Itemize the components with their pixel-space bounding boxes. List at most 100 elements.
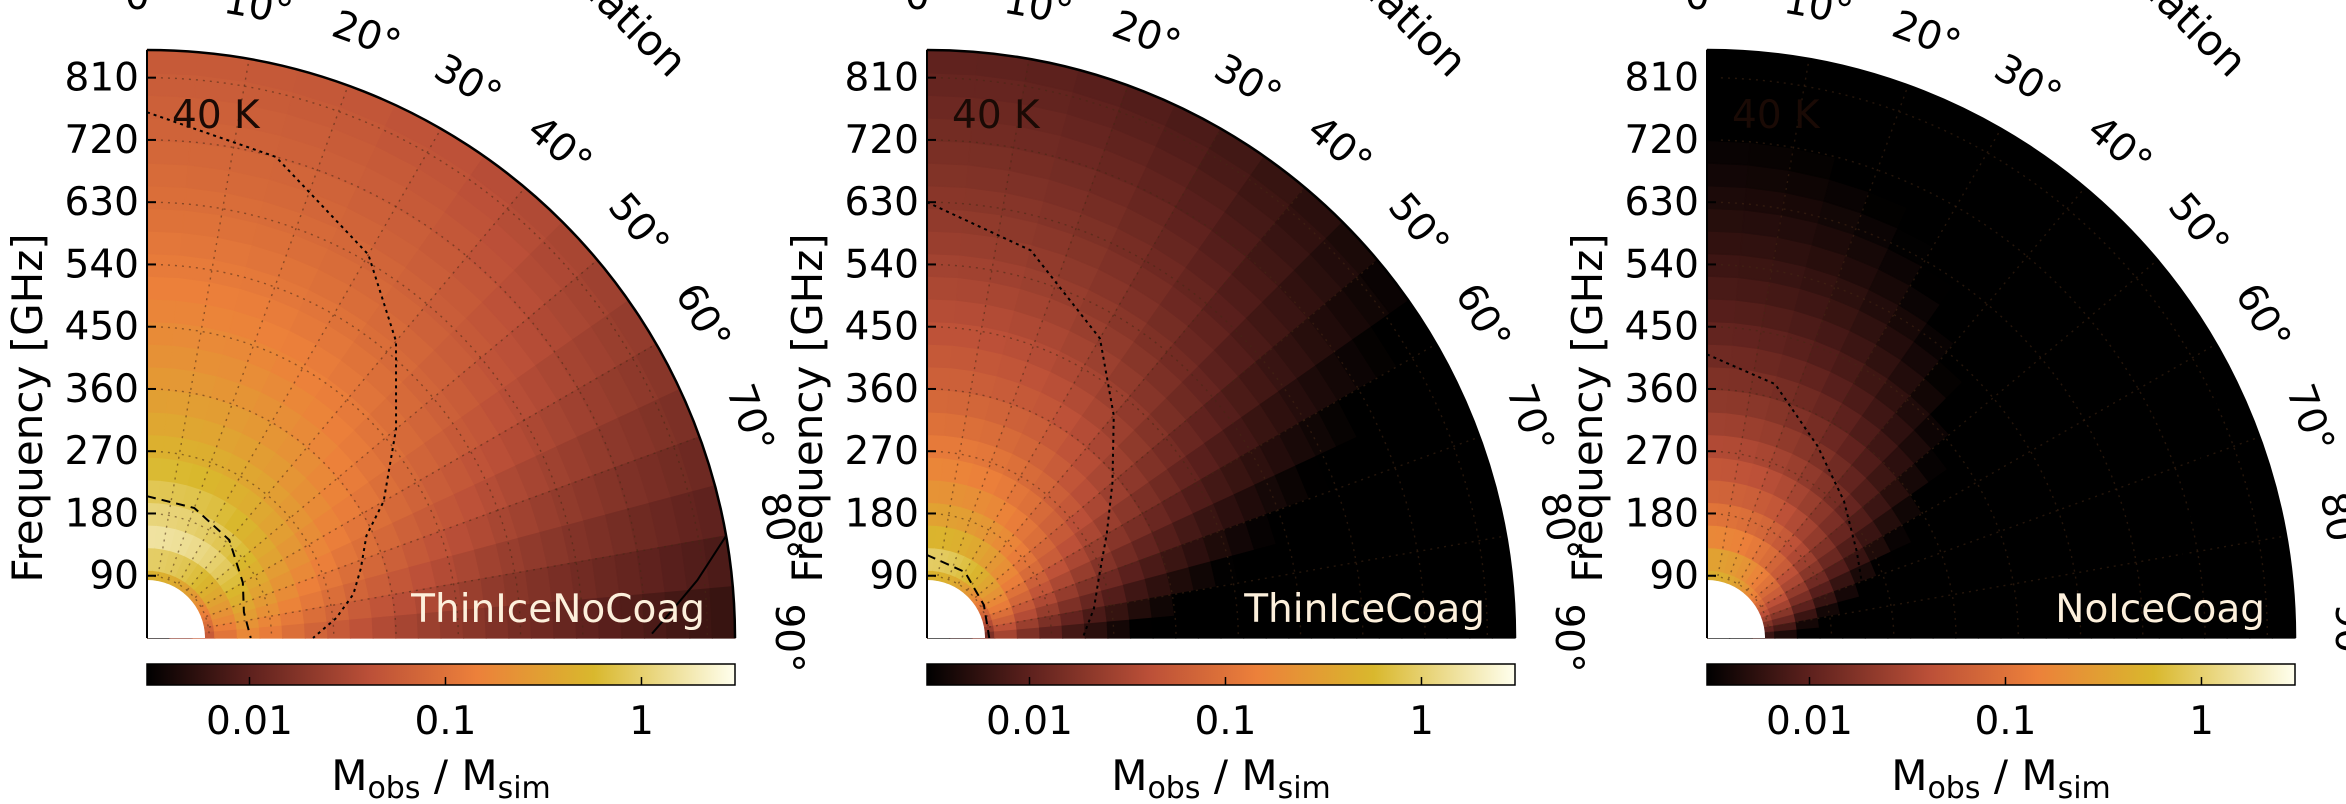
radial-tick-label: 180 xyxy=(1625,491,1699,536)
radial-tick-label: 720 xyxy=(1625,118,1699,163)
angular-tick-label: 30° xyxy=(1207,46,1289,120)
colorbar-label: Mobs / Msim xyxy=(1111,751,1331,804)
radial-tick-label: 360 xyxy=(1625,367,1699,412)
colorbar-label: Mobs / Msim xyxy=(1891,751,2111,804)
angular-tick-label: 20° xyxy=(326,2,406,68)
angular-tick-label: 90° xyxy=(1546,603,1591,672)
panel-label: ThinIceCoag xyxy=(1243,587,1485,632)
panel-1: 90 180 270 360 450 540 630 720 810 Frequency [GHz… xyxy=(3,0,811,804)
origin-hole xyxy=(147,580,205,638)
angular-tick-label: 0° xyxy=(905,0,949,19)
panel-3: 90 180 270 360 450 540 630 720 810 Frequency [GHz… xyxy=(1563,0,2346,804)
radial-tick-label: 810 xyxy=(845,56,919,101)
angular-tick-label: 40° xyxy=(1299,107,1381,186)
radial-axis-label: Frequency [GHz] xyxy=(783,233,832,582)
colorbar: 0.01 0.1 1 Mobs / Msim xyxy=(146,663,736,804)
angular-tick-label: 70° xyxy=(2277,378,2343,458)
colorbar-tick-label: 0.01 xyxy=(1766,699,1853,744)
contours xyxy=(146,111,727,639)
radial-tick-label: 540 xyxy=(845,242,919,287)
radial-tick-label: 540 xyxy=(1625,242,1699,287)
angular-tick-label: 40° xyxy=(519,107,601,186)
angular-tick-label: 60° xyxy=(2226,276,2300,358)
colorbar-tick-label: 0.01 xyxy=(986,699,1073,744)
colorbar: 0.01 0.1 1 Mobs / Msim xyxy=(1706,663,2296,804)
radial-tick-label: 810 xyxy=(65,56,139,101)
radial-ticks: 90 180 270 360 450 540 630 720 810 xyxy=(1625,56,1716,599)
contour-0.1 xyxy=(926,201,1115,639)
colorbar-tick-label: 1 xyxy=(1409,699,1434,744)
colorbar-tick-label: 0.1 xyxy=(414,699,476,744)
colorbar-tick-label: 1 xyxy=(2189,699,2214,744)
angular-tick-label: 30° xyxy=(427,46,509,120)
angular-tick-label: 90° xyxy=(766,603,811,672)
radial-tick-label: 360 xyxy=(65,367,139,412)
outer-arc xyxy=(926,48,1517,639)
angular-tick-label: 80° xyxy=(2311,489,2346,565)
radial-tick-label: 540 xyxy=(65,242,139,287)
radial-tick-label: 270 xyxy=(845,429,919,474)
heatmap xyxy=(926,49,1516,639)
angular-tick-label: 30° xyxy=(1987,46,2069,120)
radial-tick-label: 720 xyxy=(65,118,139,163)
radial-tick-label: 270 xyxy=(1625,429,1699,474)
outer-arc xyxy=(1706,48,2297,639)
origin-hole xyxy=(1707,580,1765,638)
contour-0.1 xyxy=(1706,353,1866,639)
radial-tick-label: 180 xyxy=(845,491,919,536)
radial-tick-label: 180 xyxy=(65,491,139,536)
panel-label: NoIceCoag xyxy=(2055,587,2265,632)
angular-tick-label: 70° xyxy=(717,378,783,458)
radial-tick-label: 450 xyxy=(845,305,919,350)
panel-2: 90 180 270 360 450 540 630 720 810 Frequency [GHz… xyxy=(783,0,1591,804)
heatmap xyxy=(1706,49,2296,639)
radial-tick-label: 90 xyxy=(1649,554,1699,599)
radial-tick-label: 630 xyxy=(845,180,919,225)
angular-tick-label: 0° xyxy=(1685,0,1729,19)
angular-tick-label: 0° xyxy=(125,0,169,19)
colorbar-tick-label: 0.1 xyxy=(1974,699,2036,744)
radial-tick-label: 720 xyxy=(845,118,919,163)
colorbar-label: Mobs / Msim xyxy=(331,751,551,804)
angular-axis-label: Inclination xyxy=(1288,0,1477,86)
angular-tick-label: 90° xyxy=(2326,603,2346,672)
colorbar-tick-label: 1 xyxy=(629,699,654,744)
contours xyxy=(1706,353,2228,639)
angular-tick-label: 50° xyxy=(2159,185,2238,267)
angular-axis-label: Inclination xyxy=(508,0,697,86)
angular-tick-label: 70° xyxy=(1497,378,1563,458)
angular-tick-label: 20° xyxy=(1886,2,1966,68)
angular-tick-label: 40° xyxy=(2079,107,2161,186)
angular-tick-label: 10° xyxy=(1000,0,1076,34)
polar-grid xyxy=(926,58,1507,639)
radial-tick-label: 90 xyxy=(869,554,919,599)
angular-axis-label: Inclination xyxy=(2068,0,2257,86)
radial-tick-label: 450 xyxy=(65,305,139,350)
radial-tick-label: 450 xyxy=(1625,305,1699,350)
colorbar: 0.01 0.1 1 Mobs / Msim xyxy=(926,663,1516,804)
angular-tick-label: 10° xyxy=(220,0,296,34)
contour-0.01 xyxy=(1358,398,1466,635)
radial-axis-label: Frequency [GHz] xyxy=(3,233,52,582)
outer-arc xyxy=(146,48,737,639)
angular-tick-label: 60° xyxy=(666,276,740,358)
contour-0.01 xyxy=(651,535,727,635)
radial-tick-label: 630 xyxy=(1625,180,1699,225)
angular-tick-label: 20° xyxy=(1106,2,1186,68)
origin-hole xyxy=(927,580,985,638)
radial-axis-label: Frequency [GHz] xyxy=(1563,233,1612,582)
angular-tick-label: 10° xyxy=(1780,0,1856,34)
radial-tick-label: 360 xyxy=(845,367,919,412)
colorbar-tick-label: 0.1 xyxy=(1194,699,1256,744)
angular-tick-label: 50° xyxy=(1379,185,1458,267)
heatmap xyxy=(146,49,736,639)
radial-tick-label: 90 xyxy=(89,554,139,599)
colorbar-tick-label: 0.01 xyxy=(206,699,293,744)
temperature-label: 40 K xyxy=(952,93,1041,138)
panel-label: ThinIceNoCoag xyxy=(410,587,705,632)
temperature-label: 40 K xyxy=(1732,93,1821,138)
radial-ticks: 90 180 270 360 450 540 630 720 810 xyxy=(845,56,936,599)
angular-tick-label: 60° xyxy=(1446,276,1520,358)
contour-0.1 xyxy=(146,111,398,639)
